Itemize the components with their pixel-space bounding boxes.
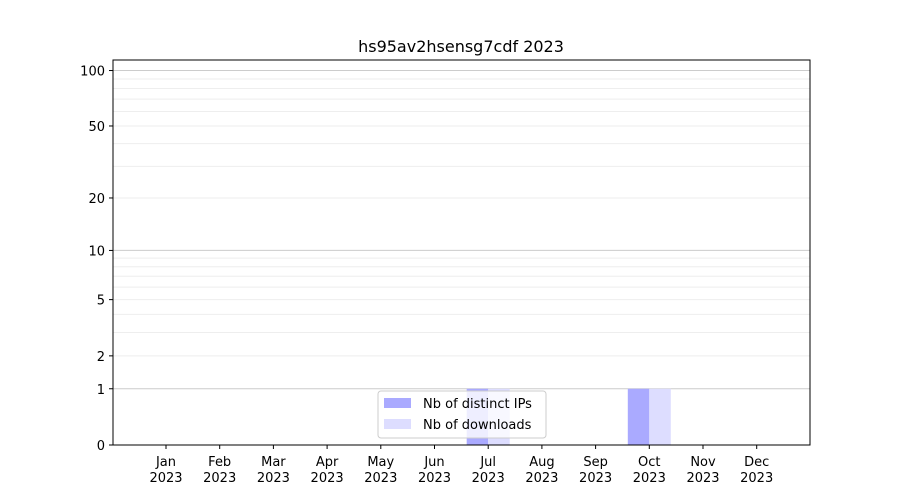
legend-box — [377, 390, 547, 439]
x-tick-label: Oct 2023 — [633, 455, 666, 486]
legend-label: Nb of downloads — [423, 418, 532, 433]
y-tick-label: 0 — [97, 439, 105, 454]
y-tick-label: 1 — [97, 383, 105, 398]
y-tick-label: 20 — [88, 192, 105, 207]
x-tick-label: Aug 2023 — [525, 455, 558, 486]
x-tick-label: Apr 2023 — [311, 455, 344, 486]
x-tick-label: Feb 2023 — [203, 455, 236, 486]
legend: Nb of distinct IPs Nb of downloads — [377, 390, 547, 439]
bar-nb-of-distinct-ips-9 — [627, 388, 650, 445]
y-tick-label: 2 — [97, 350, 105, 365]
y-tick-label: 50 — [88, 120, 105, 135]
x-tick-label: Jul 2023 — [472, 455, 505, 486]
x-tick-label: Sep 2023 — [579, 455, 612, 486]
legend-label: Nb of distinct IPs — [423, 397, 532, 412]
x-tick-label: Dec 2023 — [740, 455, 773, 486]
bar-nb-of-downloads-9 — [649, 388, 671, 445]
legend-swatch — [384, 419, 411, 429]
plot-frame — [112, 59, 811, 446]
x-tick-label: May 2023 — [364, 455, 397, 486]
y-tick-label: 100 — [80, 65, 105, 80]
y-tick-label: 10 — [88, 244, 105, 259]
chart-title: hs95av2hsensg7cdf 2023 — [358, 37, 564, 56]
x-tick-label: Jun 2023 — [418, 455, 451, 486]
x-tick-label: Nov 2023 — [686, 455, 719, 486]
x-tick-label: Mar 2023 — [257, 455, 290, 486]
x-tick-label: Jan 2023 — [149, 455, 182, 486]
y-tick-label: 5 — [97, 294, 105, 309]
legend-swatch — [384, 398, 411, 408]
